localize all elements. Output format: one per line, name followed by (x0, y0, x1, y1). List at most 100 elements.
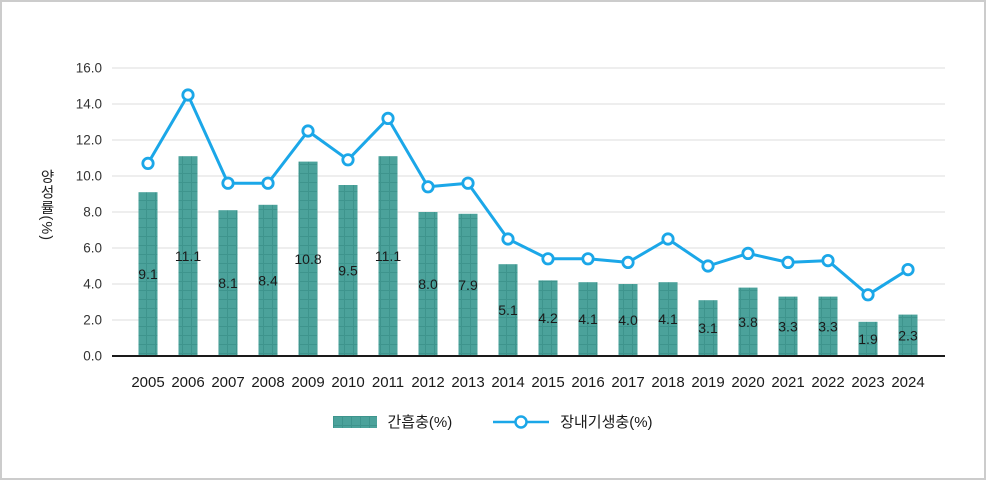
line-marker (861, 288, 875, 302)
x-tick-label: 2021 (771, 374, 804, 391)
bar-value-label: 4.1 (578, 311, 598, 327)
x-tick-label: 2014 (491, 374, 524, 391)
line-marker (821, 254, 835, 268)
bar (658, 282, 678, 356)
x-tick-label: 2012 (411, 374, 444, 391)
line-marker (781, 255, 795, 269)
line-marker (221, 176, 235, 190)
bar-value-label: 3.3 (818, 318, 838, 334)
line-marker (901, 262, 915, 277)
x-tick-label: 2024 (891, 374, 924, 391)
x-tick-label: 2005 (131, 374, 164, 391)
bar (298, 161, 318, 356)
bar (858, 321, 878, 356)
bar (498, 264, 518, 356)
bar (738, 287, 758, 356)
x-tick-label: 2006 (171, 374, 204, 391)
x-tick-label: 2008 (251, 374, 284, 391)
x-tick-label: 2010 (331, 374, 364, 391)
x-tick-label: 2023 (851, 374, 884, 391)
bar (818, 296, 838, 356)
x-tick-label: 2019 (691, 374, 724, 391)
bar (138, 192, 158, 356)
legend-item-line-series: 장내기생충(%) (492, 411, 653, 432)
line-series-swatch-icon (493, 414, 550, 429)
x-tick-label: 2013 (451, 374, 484, 391)
y-tick-label: 14.0 (76, 97, 102, 112)
legend: 간흡충(%) 장내기생충(%) (2, 411, 984, 432)
y-tick-label: 8.0 (83, 205, 102, 220)
y-tick-label: 0.0 (83, 349, 102, 364)
x-tick-label: 2016 (571, 374, 604, 391)
line-marker (341, 153, 355, 167)
line-marker (741, 246, 755, 260)
bar (538, 280, 558, 356)
x-tick-label: 2017 (611, 374, 644, 391)
legend-label-line-series: 장내기생충(%) (560, 414, 653, 431)
y-tick-label: 10.0 (76, 169, 102, 184)
bar (178, 156, 198, 356)
line-marker (621, 255, 635, 269)
bar (218, 210, 238, 356)
bar-value-label: 11.1 (375, 248, 401, 264)
bar (578, 282, 598, 356)
bar-value-label: 5.1 (498, 302, 518, 318)
bar-value-label: 8.1 (218, 275, 238, 291)
x-tick-label: 2011 (372, 374, 404, 391)
line-marker (501, 232, 515, 246)
line-marker (421, 180, 435, 194)
bar-value-label: 4.2 (538, 310, 558, 326)
bar-value-label: 10.8 (294, 251, 321, 267)
bar-value-label: 3.1 (698, 320, 718, 336)
bar (618, 284, 638, 356)
x-tick-label: 2009 (291, 374, 324, 391)
line-marker (461, 176, 475, 190)
line-marker (701, 259, 715, 273)
y-tick-label: 2.0 (83, 313, 102, 328)
line-marker (301, 124, 315, 138)
bar (418, 212, 438, 356)
legend-label-bar-series: 간흡충(%) (387, 414, 453, 431)
y-axis-title: 양성률(%) (38, 169, 54, 242)
line-marker (581, 252, 595, 266)
bar-value-label: 4.1 (658, 311, 678, 327)
bar (378, 156, 398, 356)
bar-value-label: 9.1 (138, 266, 158, 282)
x-tick-label: 2007 (211, 374, 244, 391)
y-tick-label: 4.0 (83, 277, 102, 292)
bar (698, 300, 718, 356)
bar (458, 213, 478, 356)
line-marker (141, 156, 155, 170)
x-tick-label: 2015 (531, 374, 564, 391)
bar-value-label: 4.0 (618, 312, 638, 328)
line-marker (261, 176, 275, 190)
bar-value-label: 11.1 (175, 248, 201, 264)
line-series (146, 93, 909, 297)
bar-value-label: 8.0 (418, 276, 438, 292)
bar-value-label: 7.9 (458, 277, 478, 293)
bar-swatch-rect (333, 415, 378, 428)
line-marker (661, 232, 675, 246)
line-marker (381, 111, 395, 126)
line-marker (541, 252, 555, 266)
x-tick-label: 2022 (811, 374, 844, 391)
y-tick-label: 12.0 (76, 133, 102, 148)
y-tick-label: 6.0 (83, 241, 102, 256)
bar (778, 296, 798, 356)
bar-value-label: 3.3 (778, 318, 798, 334)
line-swatch-marker (514, 414, 528, 429)
bar-value-label: 9.5 (338, 263, 358, 279)
y-tick-label: 16.0 (76, 61, 102, 76)
bar-series-swatch-icon (333, 415, 378, 428)
legend-item-bar-series: 간흡충(%) (333, 411, 452, 432)
bar (898, 314, 918, 356)
bar-value-label: 3.8 (738, 314, 758, 330)
bar-value-label: 1.9 (858, 331, 878, 347)
bar (338, 185, 358, 356)
bar-value-label: 2.3 (898, 327, 918, 343)
line-marker (181, 88, 195, 102)
x-tick-label: 2018 (651, 374, 684, 391)
bar (258, 204, 278, 356)
